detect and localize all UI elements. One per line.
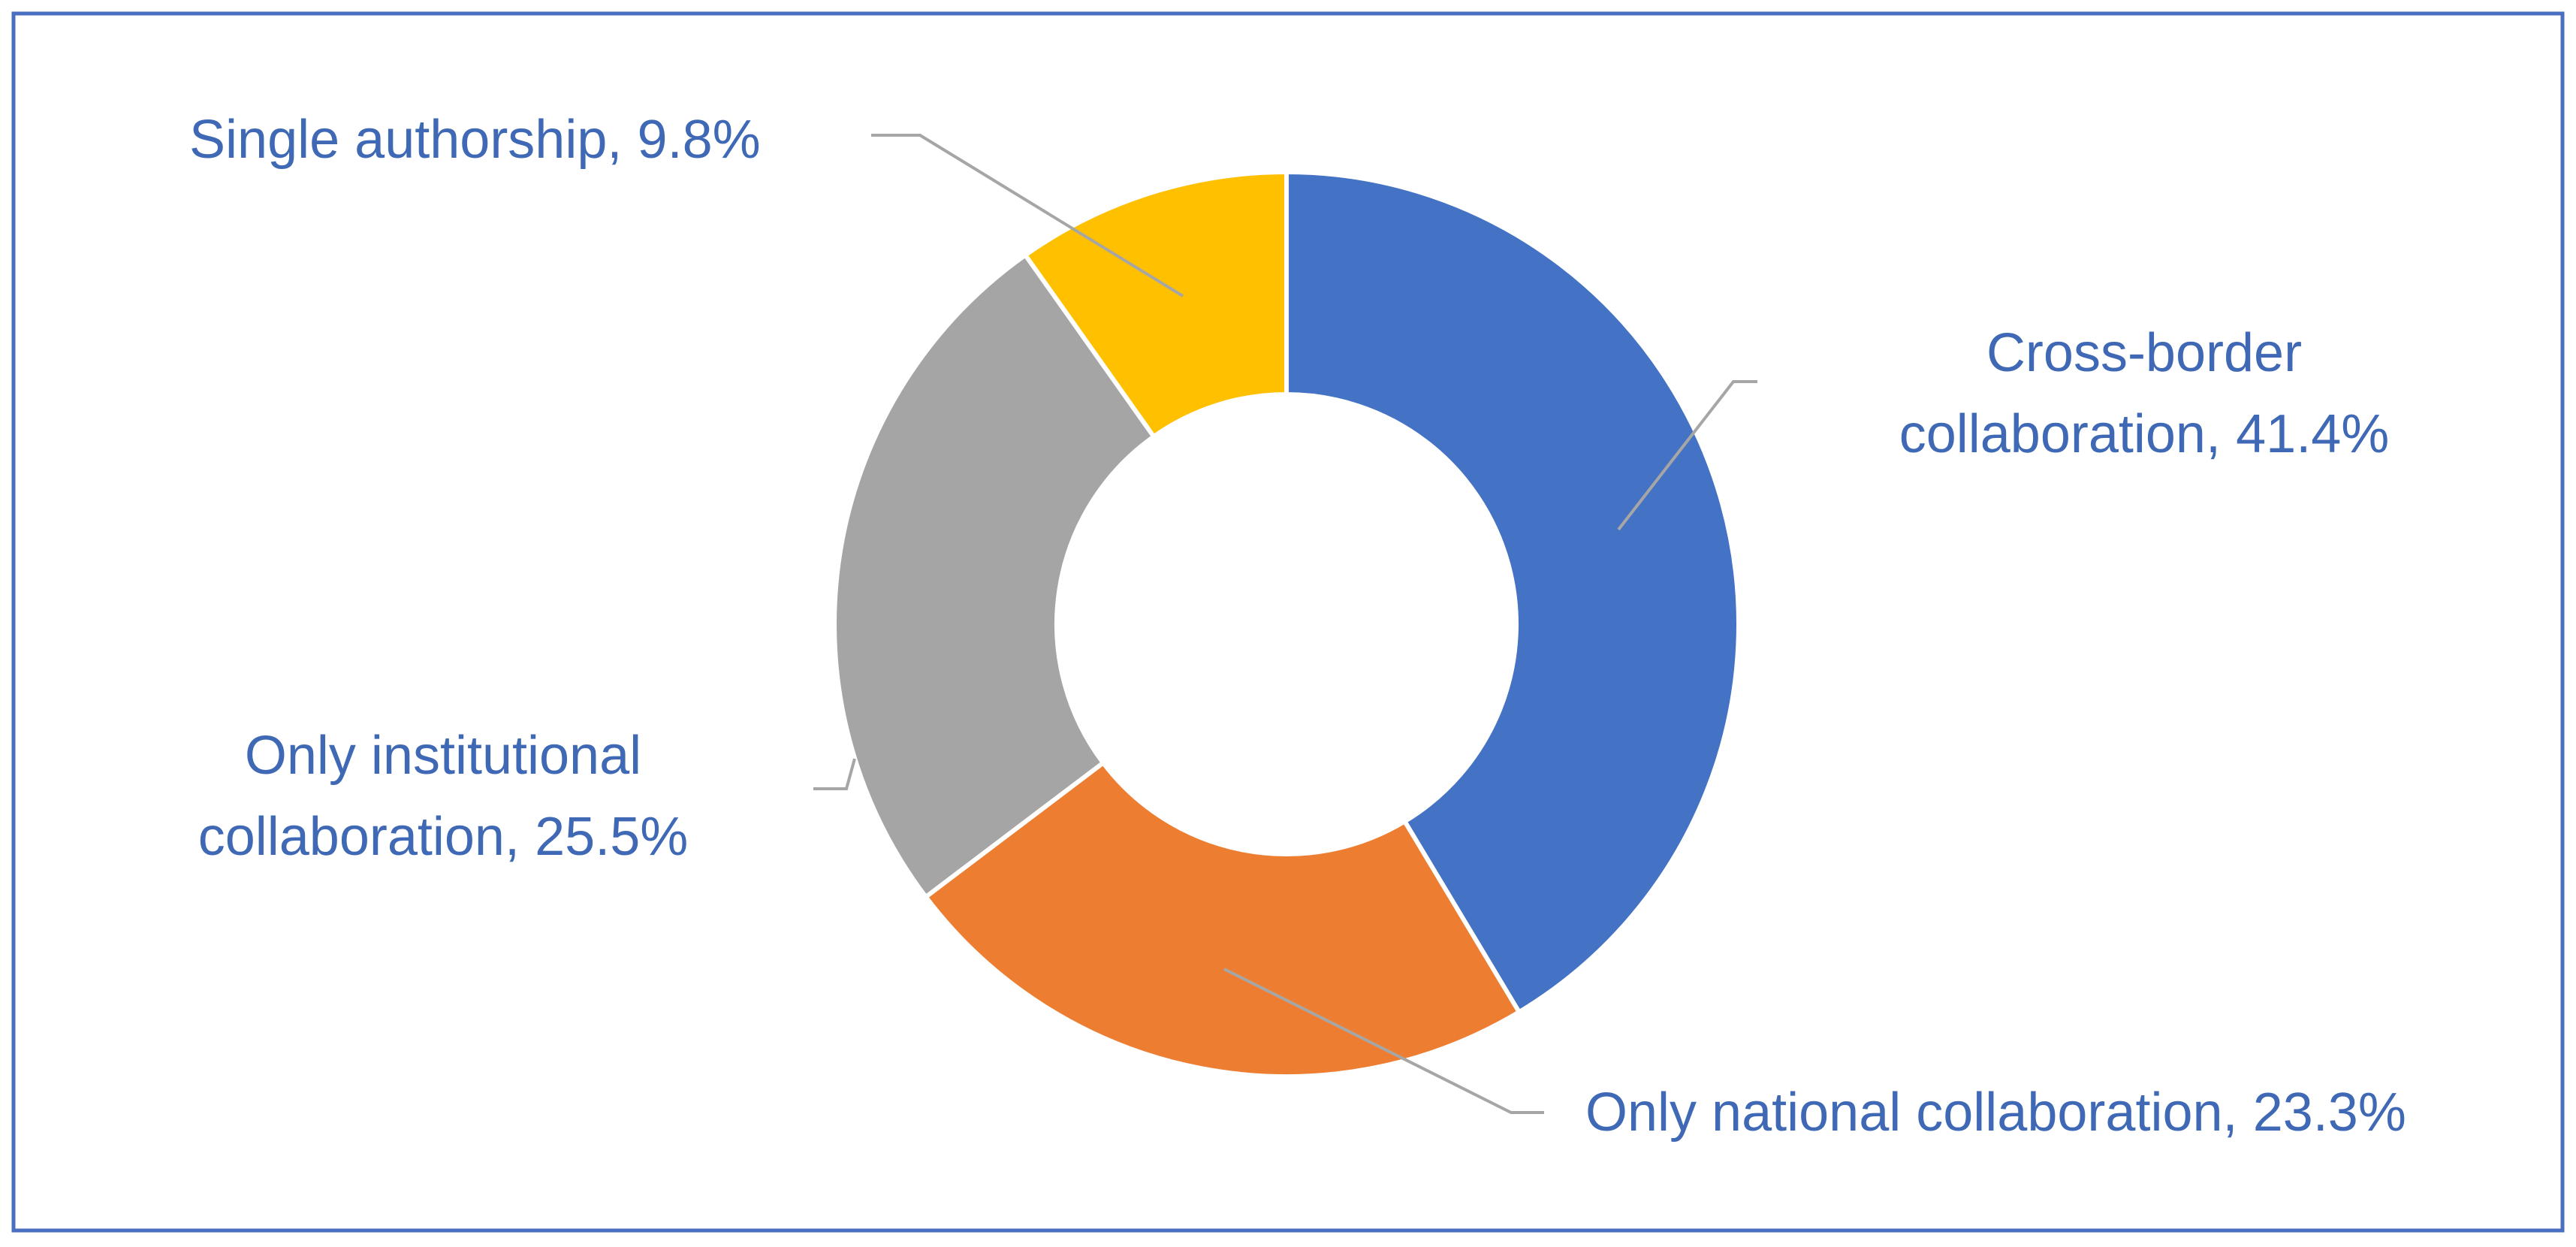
- frame: [11, 11, 2565, 1233]
- value-label: 23.3%: [2252, 1082, 2406, 1143]
- donut-slice: [1284, 169, 1741, 1016]
- leader-line: [1223, 968, 1544, 1114]
- value-label: 25.5%: [535, 807, 689, 867]
- category-label: Single authorship,: [189, 110, 623, 170]
- value-label: 9.8%: [637, 110, 761, 170]
- leader-line: [1617, 380, 1757, 531]
- category-label: Cross-border collaboration,: [1899, 323, 2303, 464]
- data-label: Cross-border collaboration, 41.4%: [1784, 313, 2505, 475]
- category-label: Only institutional collaboration,: [198, 726, 642, 867]
- leader-line: [813, 758, 856, 790]
- leader-line: [871, 134, 1184, 297]
- data-label: Only national collaboration, 23.3%: [1585, 1072, 2487, 1153]
- leader-lines: [813, 134, 1757, 1114]
- value-label: 41.4%: [2236, 404, 2390, 464]
- donut-slice: [832, 252, 1157, 901]
- data-label: Only institutional collaboration, 25.5%: [161, 715, 725, 877]
- data-label: Single authorship, 9.8%: [189, 99, 865, 180]
- donut-slice: [922, 759, 1522, 1079]
- category-label: Only national collaboration,: [1585, 1082, 2238, 1143]
